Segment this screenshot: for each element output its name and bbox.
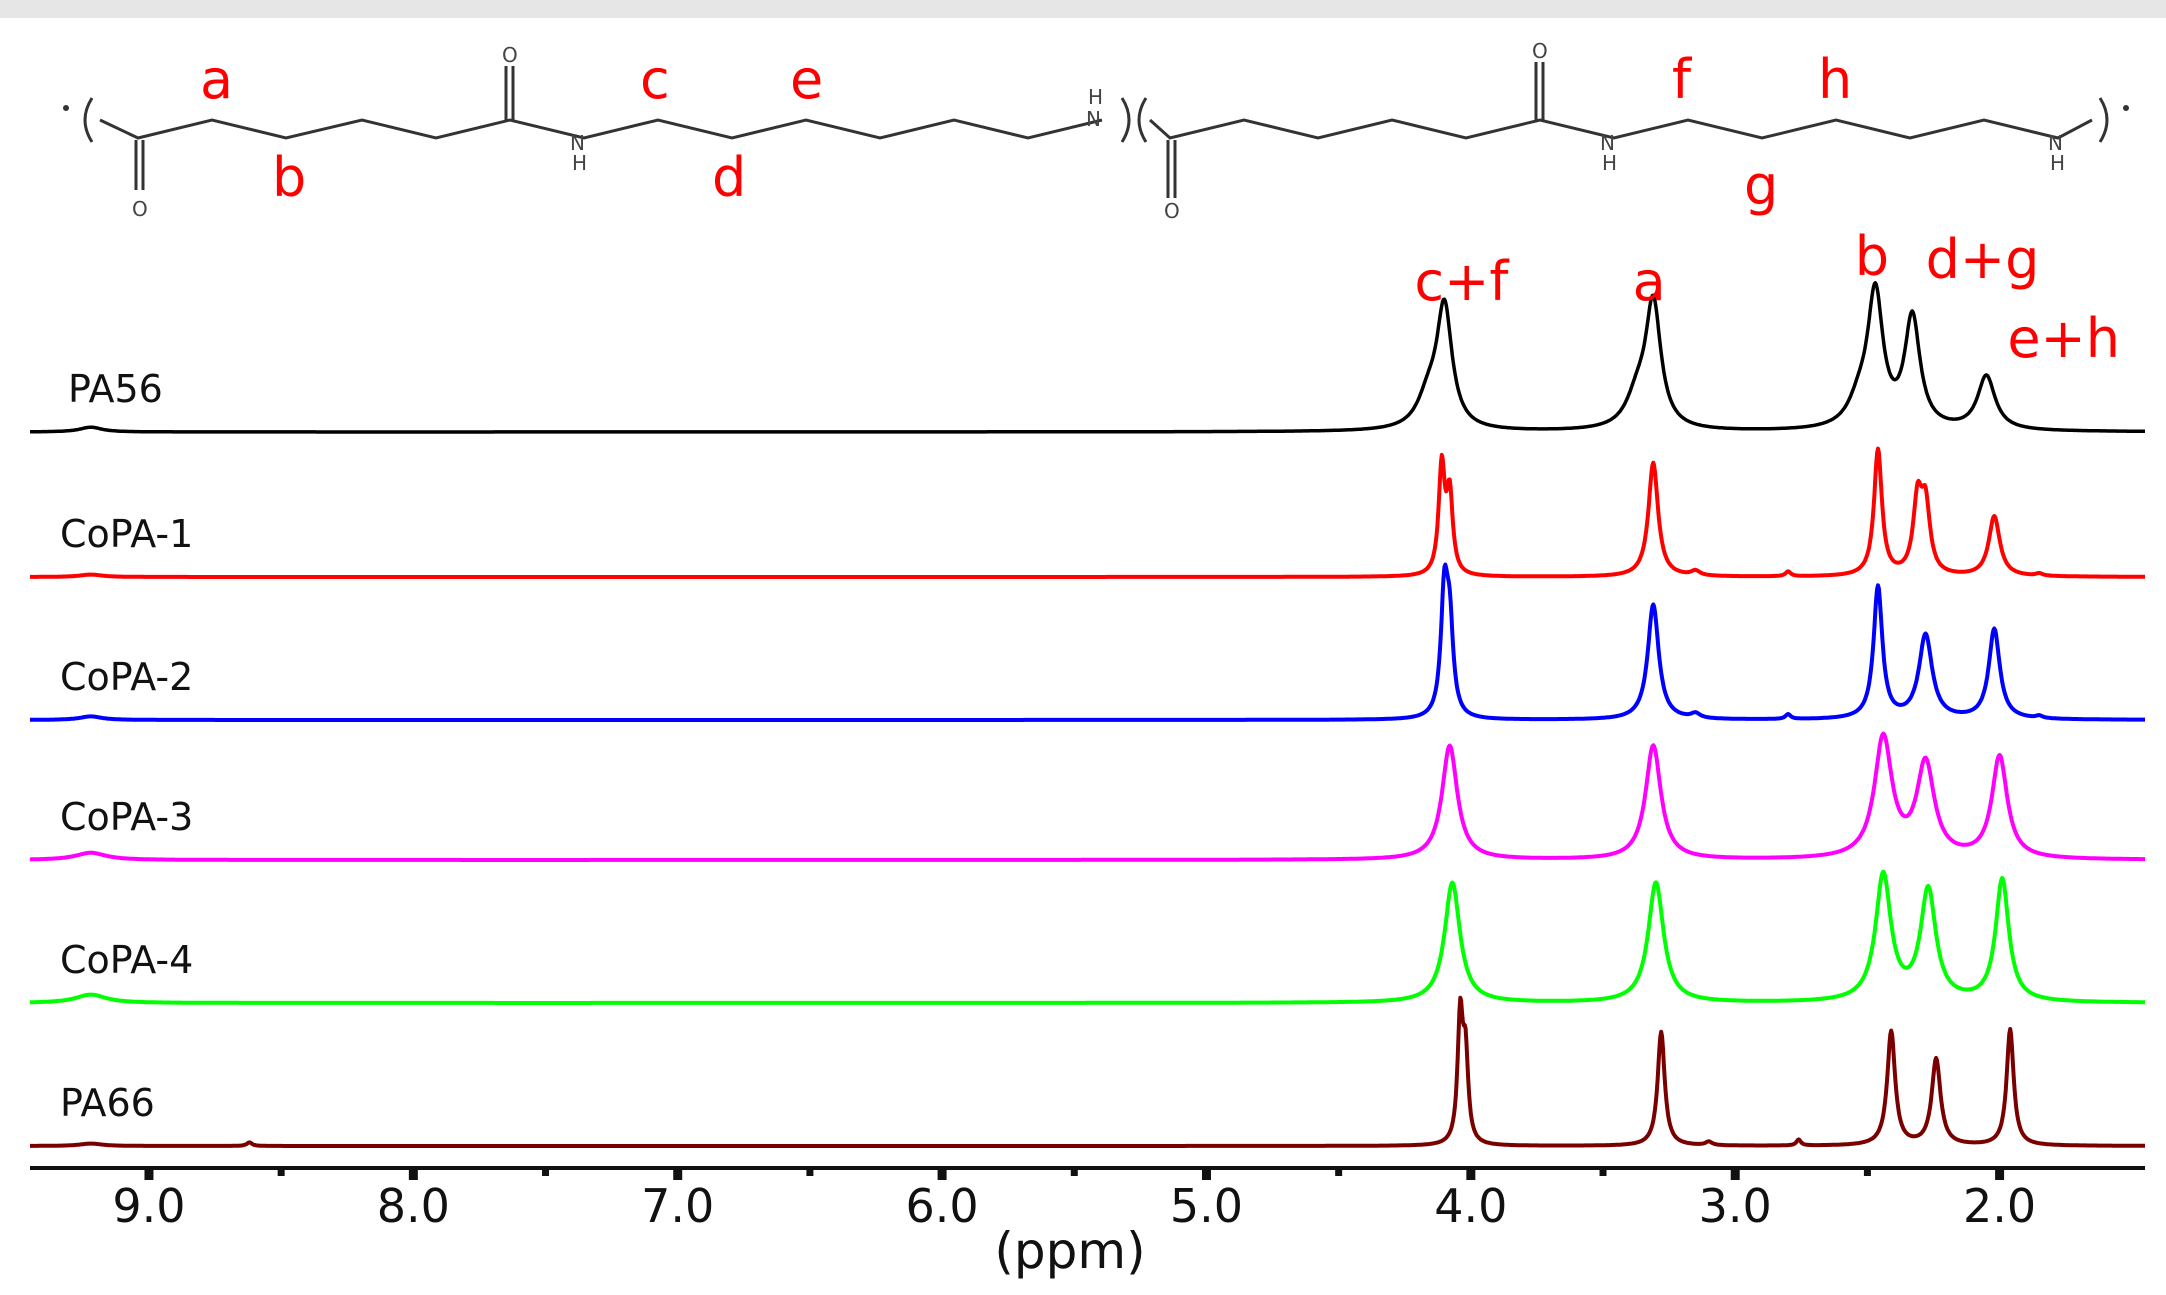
peak-label-b: b [1855, 225, 1889, 288]
nmr-spectra [28, 281, 2147, 1148]
bracket-right-1 [1120, 97, 1131, 143]
series-label-copa-4: CoPA-4 [60, 938, 193, 982]
polyamide-structure: O O N H N H O O N H N H a b c d e f g h [63, 39, 2129, 223]
bracket-left-1 [83, 97, 94, 143]
spectrum-copa-3 [28, 731, 2147, 862]
site-label-e: e [790, 48, 823, 111]
hydrogen-atom-3: H [1602, 151, 1617, 175]
series-labels: PA56 CoPA-1 CoPA-2 CoPA-3 CoPA-4 PA66 [60, 367, 193, 1125]
site-label-c: c [640, 48, 670, 111]
site-label-d: d [712, 146, 746, 209]
x-tick-label-8.0: 8.0 [377, 1179, 450, 1233]
peak-label-d-g: d+g [1926, 228, 2040, 291]
oxygen-atom-3: O [1164, 199, 1180, 223]
series-label-copa-2: CoPA-2 [60, 655, 193, 699]
end-dot-right [2123, 105, 2129, 111]
x-tick-label-2.0: 2.0 [1963, 1179, 2036, 1233]
series-label-copa-1: CoPA-1 [60, 512, 193, 556]
x-tick-label-4.0: 4.0 [1434, 1179, 1507, 1233]
top-border [0, 0, 2166, 18]
backbone-unit-2 [1148, 118, 2093, 140]
x-axis: 9.0 8.0 7.0 6.0 5.0 4.0 3.0 2.0 [30, 1166, 2145, 1233]
nitrogen-atom-3: N [1600, 131, 1615, 155]
end-dot-left [63, 105, 69, 111]
hydrogen-atom-2: H [1088, 85, 1103, 109]
x-tick-label-7.0: 7.0 [641, 1179, 714, 1233]
oxygen-atom-1: O [132, 197, 148, 221]
backbone-unit-1 [99, 118, 1103, 140]
spectrum-pa66 [28, 995, 2147, 1148]
peak-label-a: a [1633, 250, 1666, 313]
site-label-h: h [1818, 48, 1852, 111]
x-tick-label-3.0: 3.0 [1699, 1179, 1772, 1233]
site-label-a: a [200, 48, 233, 111]
x-tick-label-9.0: 9.0 [112, 1179, 185, 1233]
peak-labels: c+f a b d+g e+h [1414, 225, 2120, 370]
x-tick-label-6.0: 6.0 [906, 1179, 979, 1233]
oxygen-atom-4: O [1532, 39, 1548, 63]
nitrogen-atom-4: N [2048, 131, 2063, 155]
site-label-b: b [272, 146, 306, 209]
spectrum-copa-4 [28, 869, 2147, 1005]
peak-label-e-h: e+h [2007, 307, 2120, 370]
series-label-pa56: PA56 [68, 367, 163, 411]
spectrum-copa-2 [28, 562, 2147, 722]
spectrum-pa56 [29, 281, 2146, 434]
oxygen-atom-2: O [502, 43, 518, 67]
nitrogen-atom-1: N [570, 131, 585, 155]
hydrogen-atom-4: H [2050, 151, 2065, 175]
series-label-pa66: PA66 [60, 1081, 155, 1125]
spectrum-copa-1 [28, 446, 2147, 579]
bracket-left-2 [1137, 97, 1148, 143]
site-label-g: g [1744, 154, 1778, 217]
series-label-copa-3: CoPA-3 [60, 795, 193, 839]
x-axis-label: (ppm) [994, 1222, 1145, 1280]
x-tick-label-5.0: 5.0 [1170, 1179, 1243, 1233]
nitrogen-atom-2: N [1086, 107, 1101, 131]
bracket-right-2 [2098, 97, 2109, 143]
hydrogen-atom-1: H [572, 151, 587, 175]
site-label-f: f [1672, 48, 1693, 111]
peak-label-c-f: c+f [1414, 250, 1510, 313]
